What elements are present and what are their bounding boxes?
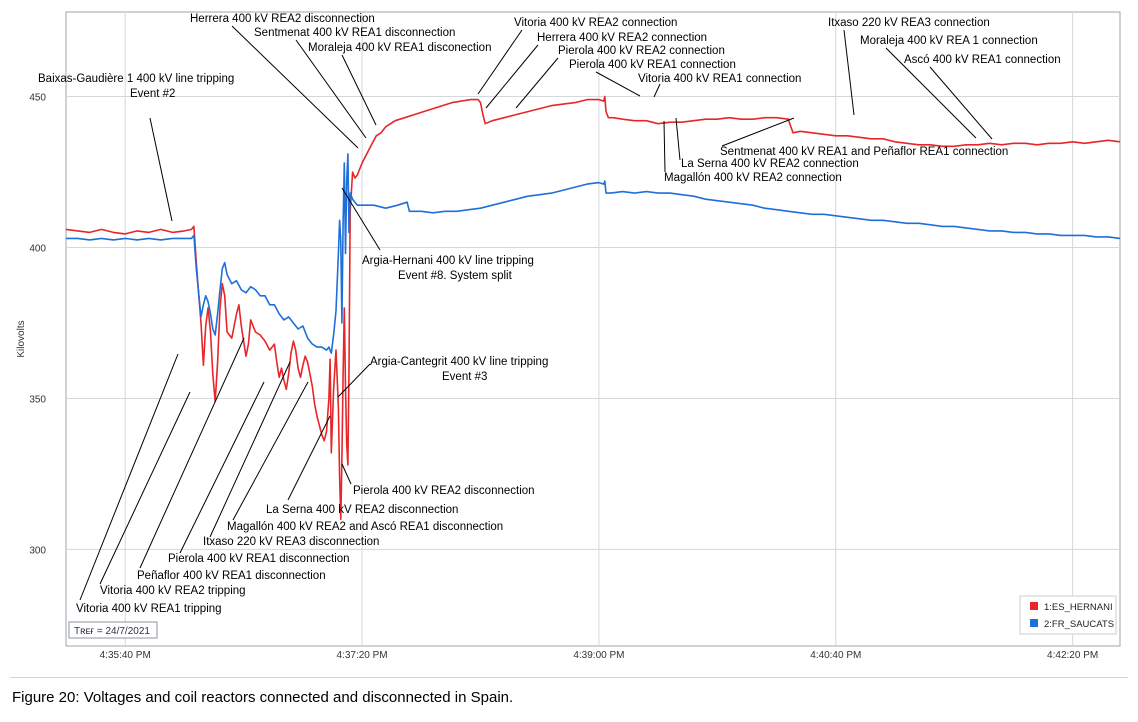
y-tick-label: 300 — [29, 545, 46, 556]
annotation-label: Magallón 400 kV REA2 and Ascó REA1 disco… — [227, 521, 503, 533]
annotation-label: Herrera 400 kV REA2 disconnection — [190, 13, 375, 25]
x-tick-label: 4:37:20 PM — [336, 650, 387, 661]
annotation-label: Peñaflor 400 kV REA1 disconnection — [137, 570, 326, 582]
annotation-label: Argia-Hernani 400 kV line tripping — [362, 255, 534, 267]
annotation-label: Ascó 400 kV REA1 connection — [904, 54, 1061, 66]
x-tick-label: 4:42:20 PM — [1047, 650, 1098, 661]
plot-area — [65, 11, 1121, 647]
grid — [66, 12, 1120, 646]
annotation-label-line2: Event #8. System split — [398, 270, 513, 282]
annotation-label: Moraleja 400 kV REA 1 connection — [860, 35, 1038, 47]
legend-label-fr-saucats: 2:FR_SAUCATS — [1044, 619, 1114, 630]
voltage-chart: 300 350 400 450 4:35:40 PM 4:37:20 PM 4:39:00… — [16, 11, 1121, 661]
legend-label-es-hernani: 1:ES_HERNANI — [1044, 602, 1113, 613]
annotation-leader — [79, 353, 179, 601]
annotation-leader — [485, 44, 539, 109]
figure-caption: Figure 20: Voltages and coil reactors co… — [12, 689, 514, 706]
annotation-label: Sentmenat 400 kV REA1 disconnection — [254, 27, 455, 39]
annotation-leader — [341, 54, 377, 126]
annotation-label: La Serna 400 kV REA2 connection — [681, 158, 859, 170]
annotation-leader — [209, 361, 291, 538]
annotation-leader — [149, 117, 173, 222]
annotation-leader — [515, 57, 559, 109]
annotation-label: Magallón 400 kV REA2 connection — [664, 172, 842, 184]
annotation-label: Vitoria 400 kV REA1 tripping — [76, 603, 222, 615]
reference-label: Tʀᴇғ = 24/7/2021 — [74, 626, 150, 637]
y-tick-label: 400 — [29, 243, 46, 254]
annotation-label: Vitoria 400 kV REA2 tripping — [100, 585, 246, 597]
annotation-label: Vitoria 400 kV REA2 connection — [514, 17, 677, 29]
annotation-leader — [929, 66, 993, 140]
series-line-2-fr-saucats — [66, 153, 1121, 354]
legend: 1:ES_HERNANI 2:FR_SAUCATS — [1019, 595, 1117, 635]
annotation-label: La Serna 400 kV REA2 disconnection — [266, 504, 458, 516]
annotation-leader — [675, 117, 681, 161]
annotation-leader — [295, 39, 367, 139]
annotation-leader — [843, 29, 855, 116]
annotation-leader — [477, 29, 523, 95]
x-tick-label: 4:40:40 PM — [810, 650, 861, 661]
annotation-leader — [231, 25, 359, 149]
y-tick-label: 350 — [29, 394, 46, 405]
y-axis-label: Kilovolts — [16, 320, 27, 357]
annotation-leader — [663, 120, 666, 173]
annotation-leader — [232, 381, 309, 521]
reference-box: Tʀᴇғ = 24/7/2021 — [68, 621, 158, 639]
annotation-label: Pierola 400 kV REA2 connection — [558, 45, 725, 57]
x-tick-label: 4:39:00 PM — [573, 650, 624, 661]
annotation-label: Itxaso 220 kV REA3 disconnection — [203, 536, 379, 548]
annotation-label-line2: Event #3 — [442, 371, 487, 383]
legend-swatch-fr-saucats — [1030, 619, 1038, 627]
annotation-leader — [99, 391, 191, 585]
annotation-label: Baixas-Gaudière 1 400 kV line tripping — [38, 73, 234, 85]
annotation-label: Pierola 400 kV REA1 disconnection — [168, 553, 350, 565]
annotation-label: Moraleja 400 kV REA1 disconection — [308, 42, 491, 54]
y-axis-ticks: 300 350 400 450 — [29, 93, 46, 557]
annotation-leader — [595, 71, 641, 97]
annotation-leader — [885, 47, 977, 139]
annotation-label: Pierola 400 kV REA1 connection — [569, 59, 736, 71]
annotation-leader — [653, 83, 661, 98]
annotation-leader — [139, 337, 245, 569]
x-tick-label: 4:35:40 PM — [100, 650, 151, 661]
series-lines — [65, 95, 1121, 520]
series-line-1-es-hernani — [65, 95, 1121, 520]
annotation-leader — [341, 187, 381, 251]
caption-divider — [10, 677, 1128, 678]
annotation-label: Itxaso 220 kV REA3 connection — [828, 17, 990, 29]
annotation-leader — [721, 117, 795, 147]
annotation-leader — [337, 363, 371, 398]
y-tick-label: 450 — [29, 93, 46, 104]
annotation-label: Pierola 400 kV REA2 disconnection — [353, 485, 535, 497]
annotation-leader — [341, 463, 352, 485]
legend-swatch-es-hernani — [1030, 602, 1038, 610]
annotation-label: Vitoria 400 kV REA1 connection — [638, 73, 801, 85]
annotation-label-line2: Event #2 — [130, 88, 175, 100]
annotation-leader-lines — [79, 25, 993, 601]
annotation-leader — [287, 415, 331, 501]
annotation-label: Herrera 400 kV REA2 connection — [537, 32, 707, 44]
x-axis-ticks: 4:35:40 PM 4:37:20 PM 4:39:00 PM 4:40:40 PM… — [100, 650, 1099, 661]
annotations: Baixas-Gaudière 1 400 kV line tripping Ev… — [38, 13, 1061, 615]
annotation-label: Sentmenat 400 kV REA1 and Peñaflor REA1 … — [720, 146, 1008, 158]
annotation-leader — [179, 381, 265, 554]
annotation-label: Argia-Cantegrit 400 kV line tripping — [370, 356, 548, 368]
